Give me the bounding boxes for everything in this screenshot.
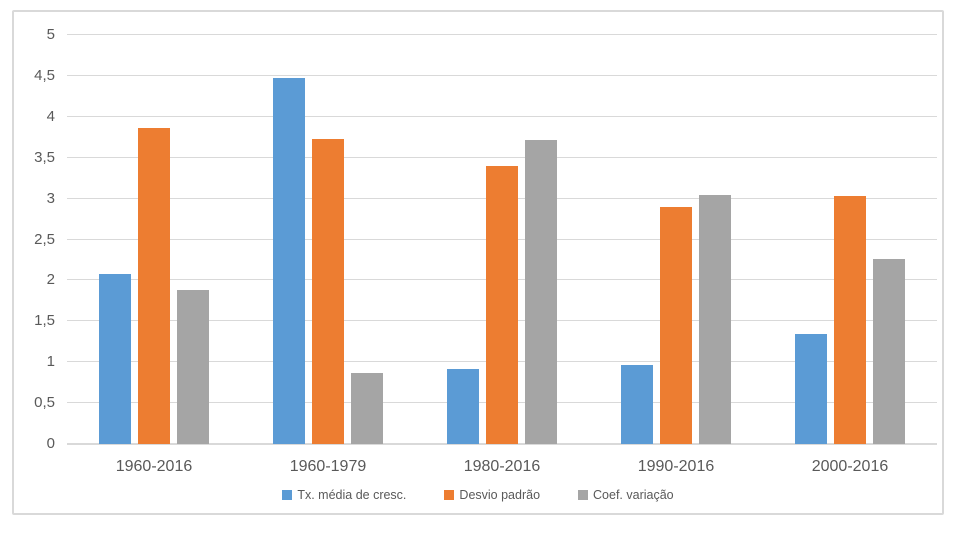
bar-1990-2016-Tx. média de cresc. bbox=[621, 365, 653, 444]
x-axis-line bbox=[67, 443, 937, 445]
bar-2000-2016-Tx. média de cresc. bbox=[795, 333, 827, 444]
bar-1960-2016-Tx. média de cresc. bbox=[99, 273, 131, 444]
legend-label: Desvio padrão bbox=[459, 488, 541, 502]
bar-group-1960-2016 bbox=[67, 35, 241, 444]
bar-group-1990-2016 bbox=[589, 35, 763, 444]
plot-area bbox=[67, 34, 937, 445]
gridline bbox=[67, 156, 937, 158]
legend-item-Tx. média de cresc.: Tx. média de cresc. bbox=[282, 488, 406, 502]
x-tick-label: 1960-1979 bbox=[289, 458, 367, 475]
y-tick-label: 2 bbox=[46, 271, 55, 289]
bar-1960-1979-Tx. média de cresc. bbox=[273, 77, 305, 444]
bar-1960-1979-Desvio padrão bbox=[312, 138, 344, 444]
bar-2000-2016-Coef. variação bbox=[873, 259, 905, 444]
bar-1960-2016-Coef. variação bbox=[177, 290, 209, 444]
gridline bbox=[67, 34, 937, 35]
y-tick-label: 1 bbox=[46, 353, 55, 371]
gridline bbox=[67, 115, 937, 117]
legend-swatch-icon bbox=[578, 490, 589, 500]
y-tick-label: 1,5 bbox=[34, 312, 55, 330]
legend-item-Desvio padrão: Desvio padrão bbox=[444, 488, 540, 502]
y-axis-labels: 0 0,5 1 1,5 2 2,5 3 3,5 4 4,5 5 bbox=[14, 26, 55, 452]
bar-2000-2016-Desvio padrão bbox=[834, 196, 866, 444]
y-tick-label: 5 bbox=[46, 26, 55, 43]
legend-item-Coef. variação: Coef. variação bbox=[578, 488, 674, 502]
y-tick-label: 4 bbox=[46, 107, 55, 125]
x-tick-label: 1960-2016 bbox=[115, 458, 193, 475]
bar-group-2000-2016 bbox=[763, 35, 937, 444]
bar-1960-2016-Desvio padrão bbox=[138, 128, 170, 444]
bar-1990-2016-Coef. variação bbox=[699, 194, 731, 444]
bar-1990-2016-Desvio padrão bbox=[660, 206, 692, 444]
x-tick-label: 2000-2016 bbox=[811, 458, 889, 475]
bar-group-1980-2016 bbox=[415, 35, 589, 444]
x-tick-label: 1990-2016 bbox=[637, 458, 715, 475]
y-tick-label: 0 bbox=[46, 435, 55, 452]
legend: Tx. média de cresc. Desvio padrão Coef. va… bbox=[14, 488, 942, 502]
y-tick-label: 4,5 bbox=[34, 66, 55, 84]
legend-swatch-icon bbox=[444, 490, 455, 500]
bar-groups bbox=[67, 35, 937, 444]
bar-group-1960-1979 bbox=[241, 35, 415, 444]
legend-label: Coef. variação bbox=[593, 488, 674, 502]
y-tick-label: 2,5 bbox=[34, 230, 55, 248]
x-axis-labels: 1960-2016 1960-1979 1980-2016 1990-2016 2000… bbox=[67, 456, 937, 478]
bar-1980-2016-Desvio padrão bbox=[486, 165, 518, 444]
y-tick-label: 3,5 bbox=[34, 148, 55, 166]
legend-label: Tx. média de cresc. bbox=[297, 488, 407, 502]
bar-1980-2016-Coef. variação bbox=[525, 139, 557, 444]
legend-swatch-icon bbox=[282, 490, 293, 500]
x-tick-label: 1980-2016 bbox=[463, 458, 541, 475]
y-tick-label: 0,5 bbox=[34, 394, 55, 412]
y-tick-label: 3 bbox=[46, 189, 55, 207]
bar-1980-2016-Tx. média de cresc. bbox=[447, 368, 479, 444]
gridline bbox=[67, 74, 937, 76]
chart-frame: 0 0,5 1 1,5 2 2,5 3 3,5 4 4,5 5 1960-2016 1960-1979… bbox=[12, 10, 944, 515]
bar-1960-1979-Coef. variação bbox=[351, 372, 383, 444]
